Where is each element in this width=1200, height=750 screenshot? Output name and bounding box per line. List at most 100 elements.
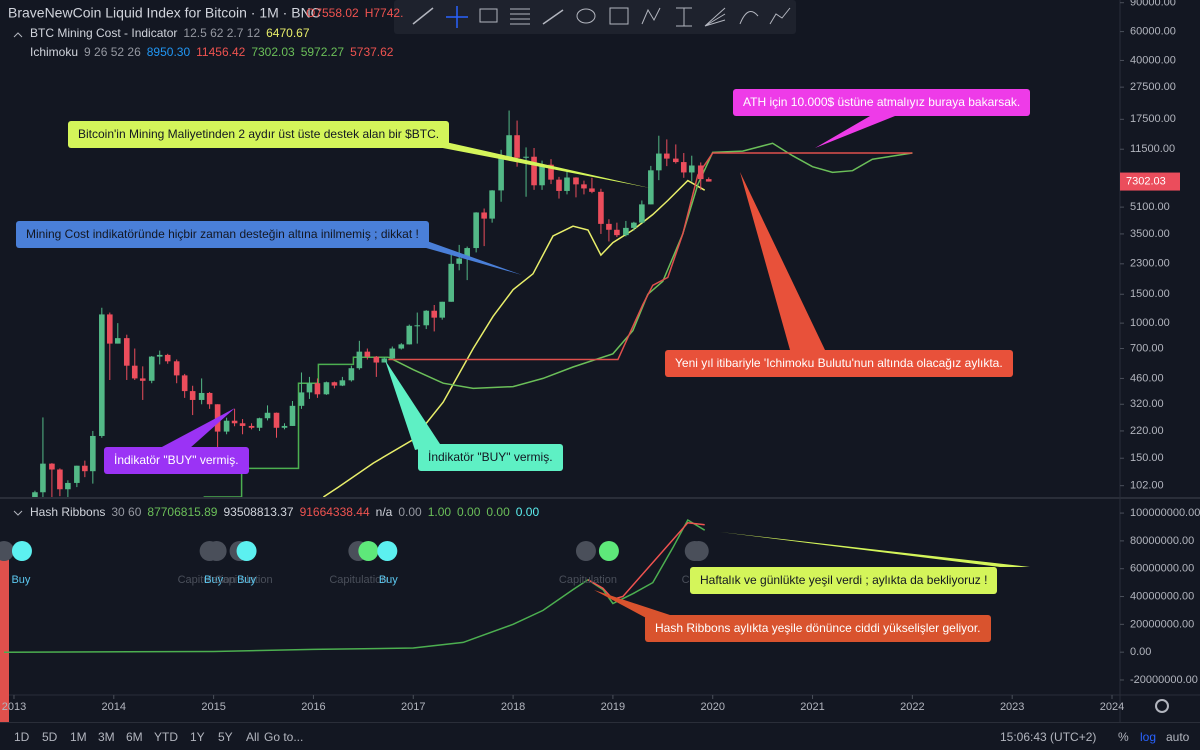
toolbar-button[interactable]: 3M (98, 730, 115, 744)
ray-tool[interactable] (542, 9, 564, 25)
toolbar-button[interactable]: 1D (14, 730, 30, 744)
callout: İndikatör "BUY" vermiş. (104, 447, 249, 474)
x-tick-label: 2022 (900, 701, 924, 713)
pointer (720, 532, 1030, 567)
candle-body (356, 351, 363, 369)
candle-body (623, 227, 629, 236)
candle-body (448, 263, 454, 302)
candle-body (705, 179, 712, 182)
x-tick-label: 2020 (700, 701, 724, 713)
candle-body (156, 354, 163, 357)
collapse-icon[interactable] (13, 510, 23, 516)
signal-label: Buy (379, 574, 398, 586)
signal-label: Capitulation (329, 574, 387, 586)
candle-body (556, 179, 562, 191)
candle-body (181, 375, 188, 392)
toolbar-button[interactable]: Go to... (264, 730, 304, 744)
gann-tool[interactable] (704, 7, 726, 27)
indicator-line (3, 518, 706, 653)
y-tick-label: 2300.00 (1130, 258, 1170, 270)
y-tick-label: 20000000.00 (1130, 618, 1194, 630)
legend-item: Hash Ribbons (30, 505, 105, 519)
ohlc-values: O7558.02 H7742. (306, 6, 403, 20)
toolbar-button[interactable]: YTD (154, 730, 178, 744)
pattern-tool[interactable] (641, 7, 661, 25)
toolbar-button[interactable]: % (1118, 730, 1129, 744)
candle-body (498, 157, 504, 191)
legend-item: BTC Mining Cost - Indicator (30, 26, 177, 40)
toolbar-button[interactable]: 6M (126, 730, 143, 744)
legend-item: 0.00 (398, 505, 422, 519)
candle-body (323, 382, 330, 395)
elliott-tool[interactable] (769, 7, 791, 25)
legend-item: 8950.30 (147, 45, 191, 59)
candle-body (688, 165, 695, 173)
legend-item: Ichimoku (30, 45, 78, 59)
signal-dot (358, 541, 379, 561)
legend-item: 11456.42 (196, 45, 245, 59)
trend-line-tool[interactable] (412, 7, 434, 25)
price-tag-label: 7302.03 (1126, 175, 1166, 187)
candle-body (431, 310, 438, 318)
toolbar-button[interactable]: All (246, 730, 260, 744)
candle-body (389, 348, 396, 359)
candle-body (680, 162, 687, 173)
candle-body (639, 204, 645, 223)
indicator-legend: Hash Ribbons 30 60 87706815.89 93508813.37 9… (30, 505, 539, 519)
fib-tool[interactable] (510, 8, 530, 25)
callout-tool[interactable] (576, 8, 596, 24)
curve-tool[interactable] (739, 11, 759, 25)
pointer (740, 172, 825, 350)
callout: ATH için 10.000$ üstüne atmalıyız buraya… (733, 89, 1031, 116)
candle-body (57, 469, 63, 490)
candle-body (648, 170, 654, 205)
legend-item: 87706815.89 (147, 505, 217, 519)
collapse-icon[interactable] (13, 32, 23, 38)
candle-body (90, 435, 96, 472)
toolbar-button[interactable]: 5Y (218, 730, 233, 744)
toolbar-button[interactable]: auto (1166, 730, 1190, 744)
candle-body (49, 463, 55, 470)
x-tick-label: 2016 (301, 701, 325, 713)
y-tick-label: -20000000.00 (1130, 674, 1198, 686)
toolbar-button[interactable]: 5D (42, 730, 58, 744)
y-tick-label: 102.00 (1130, 480, 1164, 492)
shape-tool[interactable] (609, 7, 629, 25)
candle-body (481, 212, 487, 219)
candle-body (264, 412, 271, 419)
toolbar-button[interactable]: 1Y (190, 730, 205, 744)
candle-body (107, 314, 113, 344)
signal-dot (11, 541, 32, 561)
legend-item: 30 60 (111, 505, 141, 519)
legend-item: 0.00 (457, 505, 481, 519)
candle-body (123, 338, 130, 366)
legend-item: 0.00 (486, 505, 510, 519)
callout: İndikatör "BUY" vermiş. (418, 444, 563, 471)
toolbar-button[interactable]: 1M (70, 730, 87, 744)
toolbar-button[interactable]: log (1140, 730, 1157, 744)
candle-body (314, 383, 321, 395)
y-tick-label: 40000000.00 (1130, 590, 1194, 602)
candle-body (564, 177, 570, 191)
x-tick-label: 2015 (201, 701, 225, 713)
toolbar-button[interactable]: 15:06:43 (UTC+2) (1000, 730, 1097, 744)
measure-tool[interactable] (676, 7, 692, 27)
crosshair-tool[interactable] (446, 6, 468, 28)
signal-label: Buy (11, 574, 30, 586)
comment-tool[interactable] (479, 8, 498, 23)
candle-body (65, 482, 71, 490)
candle-body (423, 310, 430, 326)
legend-item: 6470.67 (266, 26, 310, 40)
candle-body (589, 188, 595, 192)
candle-body (414, 325, 421, 327)
pointer (594, 590, 670, 620)
candle-body (373, 356, 380, 363)
candle-body (456, 258, 462, 264)
bottom-toolbar: 1D 5D 1M 3M 6M YTD 1Y 5Y All Go to... 15:06:43 (UT… (0, 722, 1200, 750)
candle-body (631, 222, 637, 228)
candle-body (223, 420, 230, 432)
settings-gear[interactable] (1155, 699, 1169, 713)
price-tag (1120, 172, 1180, 191)
candle-body (539, 164, 545, 186)
